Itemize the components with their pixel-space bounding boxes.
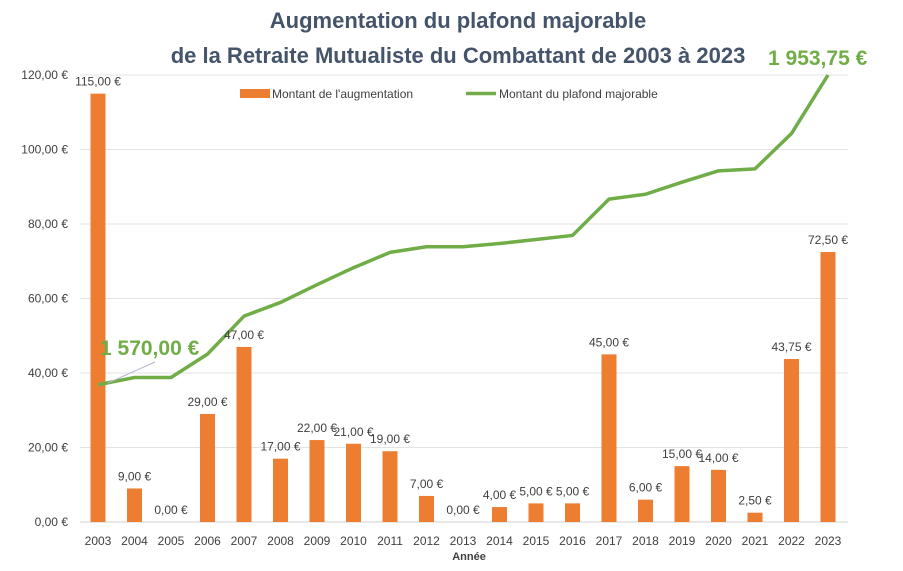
annotation-leader-line [107, 361, 156, 384]
y-tick-label: 120,00 € [21, 68, 68, 82]
x-tick-label: 2019 [669, 534, 696, 548]
y-tick-label: 60,00 € [28, 292, 68, 306]
data-label: 2,50 € [738, 494, 772, 508]
x-tick-label: 2012 [413, 534, 440, 548]
bar [528, 503, 544, 522]
y-tick-label: 80,00 € [28, 217, 68, 231]
y-tick-label: 20,00 € [28, 441, 68, 455]
x-tick-label: 2018 [632, 534, 659, 548]
data-label: 14,00 € [698, 451, 738, 465]
bar [90, 93, 106, 522]
x-tick-label: 2021 [742, 534, 769, 548]
bar [382, 451, 398, 522]
data-label: 17,00 € [260, 440, 300, 454]
y-tick-label: 100,00 € [21, 143, 68, 157]
legend-swatch-bar [240, 89, 270, 98]
y-tick-label: 40,00 € [28, 366, 68, 380]
data-label: 0,00 € [154, 503, 188, 517]
bar [419, 495, 434, 522]
x-tick-label: 2004 [121, 534, 148, 548]
bar [601, 354, 617, 522]
bar [674, 466, 690, 522]
bar [711, 469, 726, 522]
data-label: 4,00 € [483, 488, 517, 502]
x-tick-label: 2006 [194, 534, 221, 548]
legend-label-bar: Montant de l'augmentation [272, 87, 413, 101]
x-tick-label: 2011 [377, 534, 403, 548]
bar [236, 346, 252, 522]
x-tick-label: 2014 [486, 534, 513, 548]
x-tick-label: 2005 [158, 534, 185, 548]
x-tick-label: 2023 [815, 534, 842, 548]
data-label: 9,00 € [118, 469, 152, 483]
data-label: 29,00 € [187, 395, 227, 409]
data-label: 22,00 € [297, 421, 337, 435]
data-label: 5,00 € [556, 484, 590, 498]
x-axis-title: Année [452, 551, 486, 563]
x-tick-label: 2007 [231, 534, 258, 548]
bar [638, 499, 653, 522]
chart-title-line2: de la Retraite Mutualiste du Combattant … [171, 43, 746, 68]
bar [127, 488, 142, 522]
bar [784, 359, 799, 522]
x-tick-label: 2017 [596, 534, 623, 548]
data-label: 19,00 € [370, 432, 410, 446]
data-label: 6,00 € [629, 481, 663, 495]
x-tick-label: 2009 [304, 534, 331, 548]
x-tick-label: 2022 [778, 534, 805, 548]
y-tick-label: 0,00 € [35, 515, 69, 529]
data-label: 45,00 € [589, 335, 629, 349]
bar [492, 507, 507, 522]
x-tick-label: 2013 [450, 534, 477, 548]
data-label: 15,00 € [662, 447, 702, 461]
data-label: 0,00 € [446, 503, 480, 517]
bar [273, 458, 288, 522]
x-tick-label: 2003 [85, 534, 112, 548]
bar [309, 440, 325, 522]
bar [346, 443, 361, 522]
annotation-start-value: 1 570,00 € [100, 337, 200, 360]
data-label: 5,00 € [519, 484, 553, 498]
data-label: 115,00 € [75, 75, 121, 89]
x-tick-label: 2008 [267, 534, 294, 548]
annotation-end-value: 1 953,75 € [768, 47, 868, 70]
data-label: 7,00 € [410, 477, 444, 491]
legend: Montant de l'augmentation Montant du pla… [240, 87, 658, 101]
data-label: 47,00 € [224, 328, 264, 342]
plafond-line [97, 74, 830, 387]
chart-title-line1: Augmentation du plafond majorable [270, 8, 646, 33]
data-label: 72,50 € [808, 233, 848, 247]
x-tick-label: 2016 [559, 534, 586, 548]
bar [565, 503, 580, 522]
data-label: 21,00 € [333, 425, 373, 439]
x-tick-label: 2020 [705, 534, 732, 548]
bar [747, 512, 763, 522]
data-label: 43,75 € [771, 340, 811, 354]
bar [200, 413, 215, 522]
x-tick-label: 2015 [523, 534, 550, 548]
x-tick-label: 2010 [340, 534, 367, 548]
legend-label-line: Montant du plafond majorable [499, 87, 658, 101]
bar [820, 251, 836, 522]
